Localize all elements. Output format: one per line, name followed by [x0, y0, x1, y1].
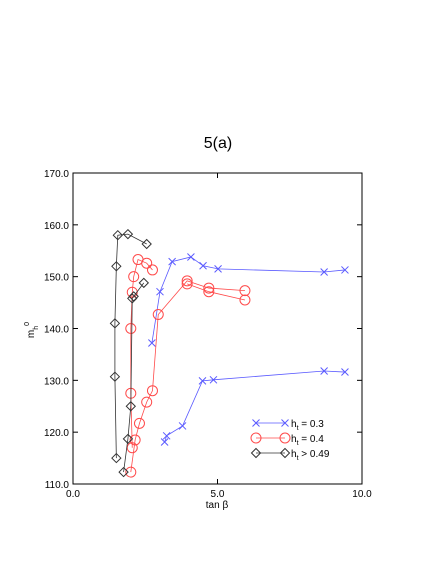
marker: [181, 275, 193, 287]
marker: [129, 434, 141, 446]
y-axis-label: mh0: [24, 322, 40, 338]
marker: [239, 294, 251, 306]
x-tick-label: 5.0: [211, 489, 225, 500]
y-label-base: m: [26, 330, 37, 338]
y-tick-label: 140.0: [44, 325, 69, 336]
marker: [320, 367, 328, 375]
legend-name: h: [291, 419, 297, 430]
marker: [199, 261, 207, 270]
marker: [209, 375, 218, 384]
legend-label: ht = 0.4: [291, 434, 324, 447]
marker: [128, 291, 139, 302]
marker: [178, 422, 187, 430]
marker: [181, 278, 193, 290]
y-tick-label: 120.0: [44, 428, 69, 439]
marker: [162, 431, 171, 440]
marker: [141, 257, 153, 269]
x-tick-label: 10.0: [352, 489, 372, 500]
marker: [141, 396, 153, 408]
marker: [126, 442, 138, 454]
marker: [281, 419, 289, 427]
legend-rest: = 0.4: [299, 434, 325, 445]
legend-name: h: [291, 449, 297, 460]
marker: [122, 433, 134, 445]
y-label-sup: 0: [24, 322, 31, 326]
marker: [203, 286, 215, 298]
y-tick-label: 170.0: [44, 169, 69, 180]
y-tick-label: 110.0: [45, 480, 70, 491]
marker: [146, 264, 158, 276]
marker: [252, 419, 260, 427]
series-line: [130, 259, 246, 473]
x-axis-label: tan β: [206, 500, 229, 511]
marker: [187, 253, 195, 261]
marker: [239, 285, 251, 297]
marker: [112, 229, 124, 241]
marker: [146, 385, 158, 397]
marker: [152, 309, 164, 321]
legend-label: ht = 0.3: [291, 419, 324, 432]
marker: [214, 265, 222, 273]
marker: [109, 318, 121, 329]
marker: [111, 452, 122, 464]
marker: [122, 228, 134, 240]
legend-name: h: [291, 434, 297, 445]
marker: [250, 447, 262, 459]
marker: [250, 432, 262, 444]
y-tick-label: 130.0: [44, 376, 69, 387]
legend-sub: t: [297, 440, 299, 447]
marker: [341, 368, 349, 376]
series-line: [151, 256, 345, 443]
y-label-sub: h: [33, 326, 40, 330]
marker: [111, 261, 122, 272]
chart-title: 5(a): [204, 135, 232, 152]
marker: [168, 257, 176, 266]
marker: [198, 376, 207, 385]
y-tick-label: 160.0: [44, 221, 69, 232]
marker: [109, 371, 121, 382]
marker: [148, 339, 156, 347]
marker: [320, 268, 328, 276]
marker: [125, 466, 137, 478]
marker: [279, 447, 291, 459]
marker: [341, 266, 349, 274]
y-tick-label: 150.0: [44, 273, 69, 284]
marker: [128, 271, 140, 283]
marker: [125, 401, 137, 412]
legend-sub: t: [297, 455, 299, 462]
marker: [125, 323, 137, 334]
marker: [279, 432, 291, 444]
legend-sub: t: [297, 425, 299, 432]
x-tick-label: 0.0: [66, 489, 80, 500]
legend-label: ht > 0.49: [291, 449, 330, 462]
marker: [203, 282, 215, 294]
marker: [133, 417, 145, 429]
marker: [118, 466, 129, 478]
legend-rest: > 0.49: [299, 449, 330, 460]
legend-rest: = 0.3: [299, 419, 325, 430]
marker: [160, 438, 169, 446]
marker: [141, 238, 152, 250]
marker: [156, 287, 164, 296]
marker: [138, 277, 150, 289]
